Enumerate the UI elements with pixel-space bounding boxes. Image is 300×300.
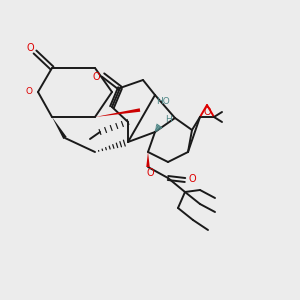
Text: O: O <box>26 43 34 53</box>
Text: HO: HO <box>156 98 170 106</box>
Text: O: O <box>92 72 100 82</box>
Text: O: O <box>203 107 211 117</box>
Text: O: O <box>26 88 32 97</box>
Polygon shape <box>52 117 67 139</box>
Text: O: O <box>188 174 196 184</box>
Polygon shape <box>95 108 140 117</box>
Text: O: O <box>146 168 154 178</box>
Polygon shape <box>146 152 150 167</box>
Text: H: H <box>165 116 171 124</box>
